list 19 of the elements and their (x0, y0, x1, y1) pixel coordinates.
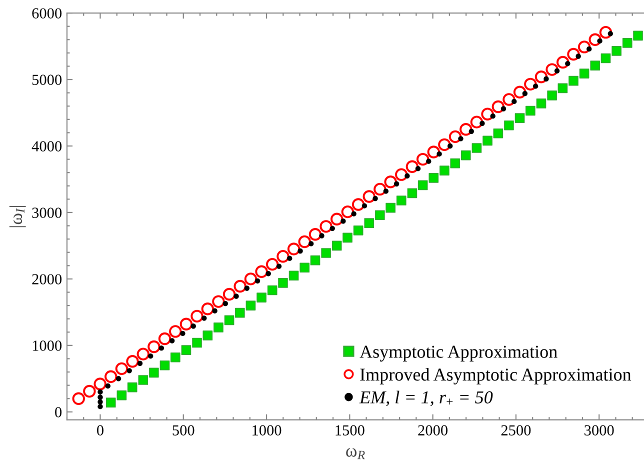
y-tick-label: 6000 (32, 8, 62, 18)
y-tick-label: 4000 (32, 141, 62, 152)
legend-label: Improved Asymptotic Approximation (360, 368, 632, 384)
y-axis-title: |ω$_{I}$| (9, 206, 26, 228)
y-tick-label: 5000 (32, 74, 62, 85)
x-tick-label: 2500 (501, 425, 531, 436)
x-tick-label: 500 (172, 425, 194, 436)
x-tick-label: 1000 (252, 425, 282, 436)
legend-label: EM, l = 1, r$_{+}$ = 50 (359, 390, 493, 406)
x-tick-label: 0 (96, 425, 104, 436)
x-tick-label: 3000 (584, 425, 614, 436)
y-tick-label: 2000 (32, 274, 62, 284)
x-tick-label: 1500 (336, 425, 364, 436)
x-axis-title: ω$_{R}$ (346, 448, 365, 460)
y-tick-label: 3000 (32, 208, 62, 218)
y-tick-label: 1000 (32, 340, 62, 351)
y-tick-label: 0 (55, 407, 62, 418)
legend-label: Asymptotic Approximation (360, 346, 558, 362)
x-tick-label: 2000 (418, 425, 448, 436)
